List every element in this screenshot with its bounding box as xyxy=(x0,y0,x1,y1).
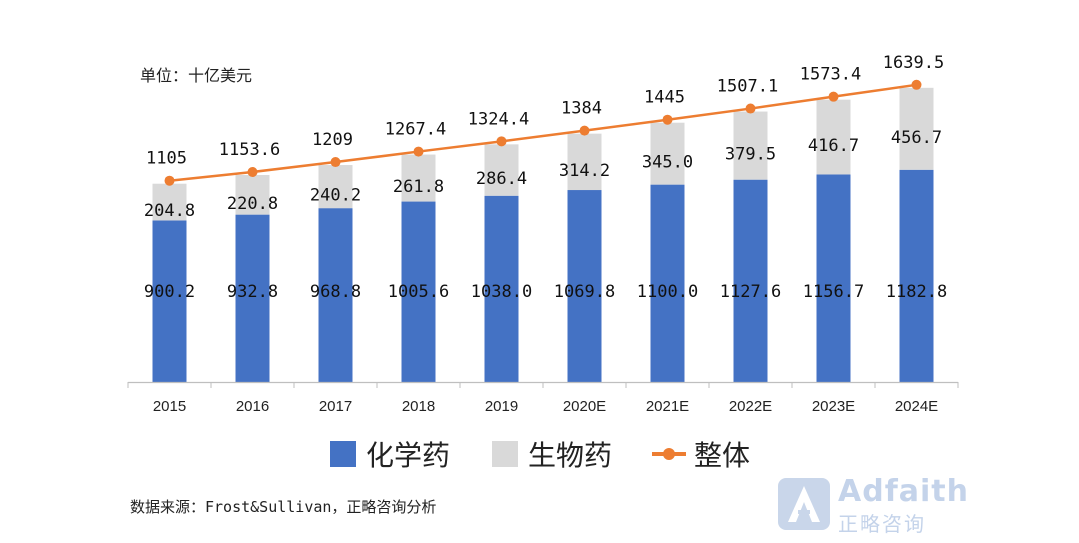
data-label-biologic: 345.0 xyxy=(642,153,693,173)
bar-labels-group: 900.2 204.8 932.8 220.8 968.8 240.2 1005.6 261.… xyxy=(144,128,947,302)
data-label-biologic: 204.8 xyxy=(144,201,195,221)
data-label-chemical: 1156.7 xyxy=(803,282,864,302)
data-label-total: 1573.4 xyxy=(800,65,861,85)
data-label-total: 1384 xyxy=(561,99,602,119)
legend: 化学药 生物药 整体 xyxy=(0,436,1079,472)
data-label-chemical: 1100.0 xyxy=(637,282,698,302)
legend-label-chemical: 化学药 xyxy=(366,439,451,472)
bar-chemical xyxy=(401,201,436,382)
x-tick-label: 2024E xyxy=(895,398,938,415)
data-label-biologic: 220.8 xyxy=(227,194,278,214)
legend-line-total xyxy=(652,448,686,460)
data-label-biologic: 456.7 xyxy=(891,128,942,148)
x-axis-group: 2015 2016 2017 2018 2019 2020E 2021E 2022E 2023E… xyxy=(127,381,959,415)
legend-swatch-biologic xyxy=(492,441,518,467)
bar-chemical xyxy=(235,214,270,382)
source-label: 数据来源：Frost&Sullivan，正略咨询分析 xyxy=(130,498,437,516)
company-logo: Adfaith 正略咨询 xyxy=(778,474,968,536)
data-label-biologic: 240.2 xyxy=(310,186,361,206)
data-label-chemical: 1005.6 xyxy=(388,282,449,302)
data-label-total: 1209 xyxy=(312,130,353,150)
total-point xyxy=(662,114,673,125)
bar-chemical xyxy=(484,195,519,382)
bar-biologic xyxy=(484,144,519,196)
legend-item-total: 整体 xyxy=(652,436,750,472)
bar-biologic xyxy=(816,99,851,175)
data-label-total: 1507.1 xyxy=(717,77,778,97)
total-point xyxy=(745,103,756,114)
data-label-biologic: 416.7 xyxy=(808,136,859,156)
bar-chemical xyxy=(816,174,851,382)
legend-item-chemical: 化学药 xyxy=(330,436,450,472)
data-label-chemical: 1038.0 xyxy=(471,282,532,302)
bar-biologic xyxy=(401,154,436,202)
total-point xyxy=(579,125,590,136)
legend-label-total: 整体 xyxy=(694,439,751,472)
total-point xyxy=(496,136,507,147)
data-label-chemical: 1127.6 xyxy=(720,282,781,302)
total-point xyxy=(911,79,922,90)
x-tick-label: 2021E xyxy=(646,398,689,415)
legend-label-biologic: 生物药 xyxy=(528,439,613,472)
data-label-chemical: 1069.8 xyxy=(554,282,615,302)
logo-name: Adfaith xyxy=(838,474,969,509)
bar-biologic xyxy=(235,174,270,215)
x-tick-label: 2019 xyxy=(485,398,518,415)
logo-mark-icon xyxy=(778,478,830,530)
bar-chemical xyxy=(567,190,602,382)
data-label-total: 1445 xyxy=(644,88,685,108)
data-label-chemical: 932.8 xyxy=(227,282,278,302)
data-label-total: 1324.4 xyxy=(468,109,529,129)
bar-chemical xyxy=(650,184,685,382)
x-tick-label: 2017 xyxy=(319,398,352,415)
logo-sub: 正略咨询 xyxy=(838,512,926,536)
total-point xyxy=(413,146,424,157)
bar-biologic xyxy=(567,133,602,191)
data-label-total: 1153.6 xyxy=(219,140,280,160)
legend-item-biologic: 生物药 xyxy=(492,436,612,472)
data-label-biologic: 286.4 xyxy=(476,169,527,189)
bar-chemical xyxy=(318,208,353,382)
legend-swatch-chemical xyxy=(330,441,356,467)
total-point xyxy=(164,175,175,186)
total-point xyxy=(247,166,258,177)
data-label-biologic: 314.2 xyxy=(559,161,610,181)
bar-biologic xyxy=(650,122,685,185)
data-label-chemical: 968.8 xyxy=(310,282,361,302)
data-label-total: 1105 xyxy=(146,149,187,169)
data-label-biologic: 379.5 xyxy=(725,145,776,165)
total-line xyxy=(169,83,917,182)
data-label-biologic: 261.8 xyxy=(393,177,444,197)
bar-biologic xyxy=(733,111,768,180)
bar-chemical xyxy=(899,169,934,382)
bars-group xyxy=(152,87,934,382)
x-tick-label: 2020E xyxy=(563,398,606,415)
x-tick-label: 2015 xyxy=(153,398,186,415)
x-tick-label: 2016 xyxy=(236,398,269,415)
bar-chemical xyxy=(733,179,768,382)
total-point xyxy=(828,91,839,102)
data-label-chemical: 1182.8 xyxy=(886,282,947,302)
total-point xyxy=(330,157,341,168)
total-line-group: 1105 1153.6 1209 1267.4 1324.4 1384 1445 1507.1… xyxy=(146,53,944,186)
data-label-total: 1267.4 xyxy=(385,120,446,140)
x-tick-label: 2018 xyxy=(402,398,435,415)
bar-chemical xyxy=(152,220,187,382)
bar-biologic xyxy=(899,87,934,170)
legend-dot-total xyxy=(663,448,675,460)
data-label-total: 1639.5 xyxy=(883,53,944,73)
unit-label: 单位：十亿美元 xyxy=(140,66,253,85)
data-label-chemical: 900.2 xyxy=(144,282,195,302)
x-tick-label: 2022E xyxy=(729,398,772,415)
x-tick-label: 2023E xyxy=(812,398,855,415)
bar-biologic xyxy=(152,183,187,221)
bar-biologic xyxy=(318,165,353,209)
